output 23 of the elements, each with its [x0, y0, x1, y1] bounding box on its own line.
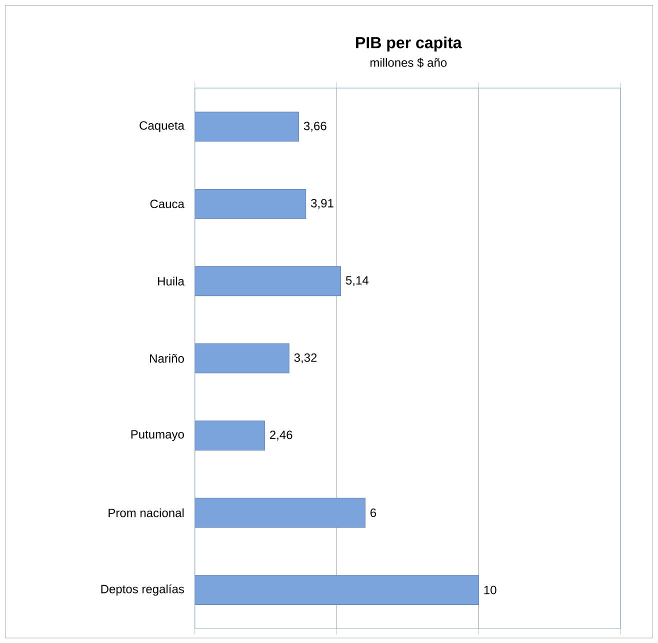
y-tick-label: Deptos regalías: [101, 584, 184, 596]
y-tick-label: Putumayo: [131, 430, 184, 441]
bar: [194, 266, 342, 296]
bar: [194, 498, 366, 528]
data-label: 3,91: [311, 198, 334, 209]
data-label: 5,14: [346, 276, 368, 286]
chart-title: PIB per capita: [356, 36, 462, 52]
bar: [194, 112, 300, 142]
y-tick-label: Huila: [158, 276, 184, 286]
data-label: 10: [484, 586, 496, 594]
bar: [194, 188, 306, 219]
y-tick-label: Nariño: [150, 354, 184, 363]
y-tick-label: Caqueta: [140, 121, 184, 132]
y-tick-label: Cauca: [150, 199, 184, 208]
bar: [194, 343, 290, 374]
chart-subtitle: millones $ año: [370, 58, 447, 68]
bar: [194, 574, 479, 605]
data-label: 6: [370, 508, 376, 517]
data-label: 3,66: [304, 121, 326, 132]
data-label: 2,46: [270, 430, 292, 440]
data-label: 3,32: [294, 353, 317, 364]
bar: [194, 420, 265, 450]
y-tick-label: Prom nacional: [108, 508, 184, 517]
